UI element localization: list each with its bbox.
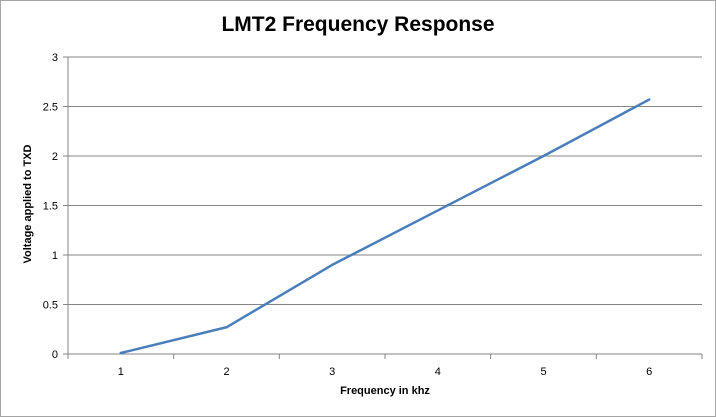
y-tick-label: 2.5 (43, 102, 58, 114)
y-tick-label: 1.5 (43, 201, 58, 213)
y-tick-label: 2 (52, 151, 58, 163)
x-tick-label: 1 (118, 366, 124, 378)
data-point (119, 351, 123, 355)
chart-title: LMT2 Frequency Response (221, 13, 495, 36)
x-tick-label: 6 (646, 366, 652, 378)
data-point (647, 98, 651, 101)
x-tick-label: 4 (435, 366, 441, 378)
x-tick-label: 2 (223, 366, 229, 378)
x-tick-label: 5 (540, 366, 546, 378)
y-tick-label: 0.5 (43, 300, 58, 312)
y-tick-label: 3 (52, 52, 58, 64)
y-tick-label: 0 (52, 349, 58, 361)
data-point (542, 154, 545, 158)
y-tick-label: 1 (52, 250, 58, 262)
data-point (330, 263, 334, 267)
series-line (119, 98, 651, 355)
data-point (225, 326, 228, 329)
x-axis-label: Frequency in khz (340, 385, 430, 397)
x-tick-label: 3 (329, 366, 335, 378)
data-point (436, 209, 440, 212)
